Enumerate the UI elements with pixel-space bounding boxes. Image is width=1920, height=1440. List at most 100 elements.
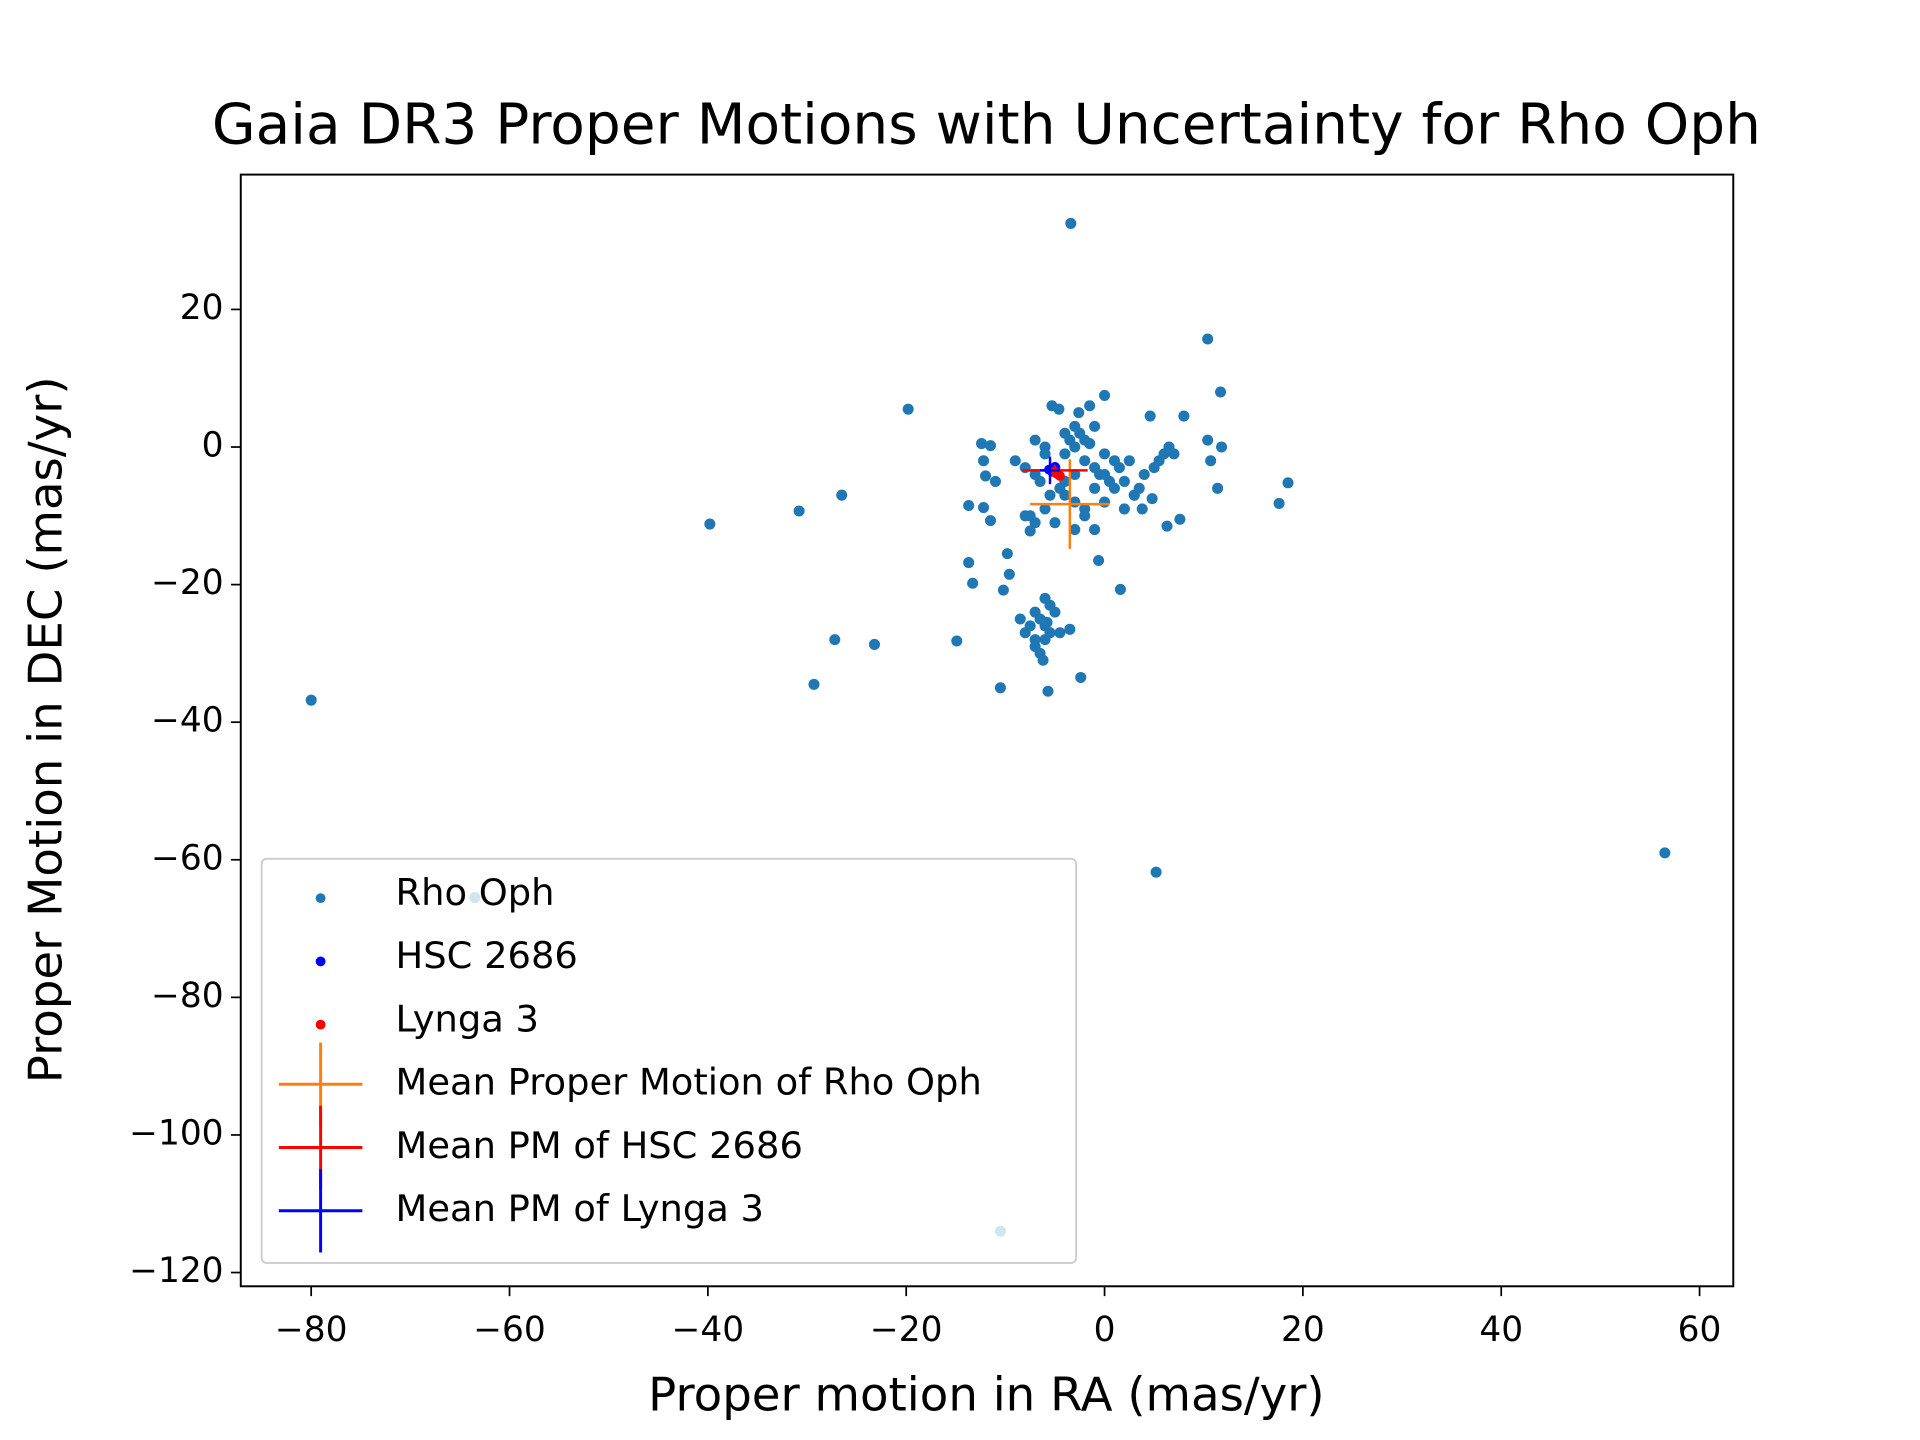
x-tick-label: −80 bbox=[275, 1310, 348, 1350]
point bbox=[1133, 482, 1145, 494]
point bbox=[1075, 671, 1087, 683]
point bbox=[1034, 475, 1046, 487]
point bbox=[1174, 513, 1186, 525]
point bbox=[978, 455, 990, 467]
x-tick-label: 40 bbox=[1479, 1310, 1523, 1350]
point bbox=[1215, 386, 1227, 398]
point bbox=[1123, 455, 1135, 467]
point bbox=[1099, 389, 1111, 401]
point bbox=[984, 440, 997, 452]
point bbox=[1065, 217, 1077, 229]
point bbox=[989, 475, 1001, 487]
point bbox=[1024, 510, 1036, 522]
point bbox=[868, 638, 880, 650]
point bbox=[1059, 427, 1071, 439]
point bbox=[1205, 455, 1217, 467]
point bbox=[305, 694, 317, 706]
point bbox=[1054, 627, 1066, 639]
x-tick-label: −20 bbox=[870, 1310, 943, 1350]
point bbox=[1659, 847, 1671, 859]
y-tick-label: −120 bbox=[129, 1251, 223, 1291]
point bbox=[1089, 420, 1101, 432]
point bbox=[808, 678, 820, 690]
point bbox=[1093, 554, 1105, 567]
x-tick-label: −60 bbox=[473, 1310, 546, 1350]
point bbox=[902, 403, 914, 415]
point bbox=[1073, 407, 1085, 419]
legend: Rho Oph HSC 2686 Lynga 3 Mean Proper Motion… bbox=[260, 857, 1078, 1264]
point bbox=[1029, 634, 1041, 646]
point bbox=[1042, 685, 1054, 697]
y-axis-label: Proper Motion in DEC (mas/yr) bbox=[20, 376, 74, 1083]
point bbox=[1118, 503, 1130, 515]
point bbox=[963, 557, 975, 569]
point bbox=[1059, 448, 1071, 460]
point bbox=[1150, 866, 1162, 878]
point bbox=[1114, 583, 1126, 595]
point bbox=[1049, 517, 1061, 529]
point bbox=[967, 577, 979, 589]
point bbox=[1039, 441, 1051, 453]
point bbox=[1273, 497, 1285, 509]
point bbox=[1212, 482, 1224, 494]
point bbox=[1216, 441, 1228, 453]
legend-swatch bbox=[315, 893, 326, 904]
point bbox=[963, 499, 975, 512]
point bbox=[1039, 634, 1051, 646]
x-axis-label: Proper motion in RA (mas/yr) bbox=[648, 1369, 1324, 1423]
point bbox=[1079, 455, 1091, 467]
point bbox=[1001, 548, 1013, 560]
point bbox=[1202, 333, 1214, 345]
y-tick-label: −80 bbox=[151, 976, 224, 1016]
point bbox=[980, 470, 992, 482]
legend-swatch bbox=[315, 956, 326, 967]
point bbox=[951, 635, 963, 647]
y-tick-label: −40 bbox=[151, 701, 224, 741]
legend-label: HSC 2686 bbox=[396, 934, 578, 977]
y-tick-label: −100 bbox=[129, 1113, 223, 1153]
point bbox=[976, 438, 988, 450]
point bbox=[1019, 627, 1031, 639]
point bbox=[1084, 400, 1096, 412]
point bbox=[978, 502, 990, 514]
point bbox=[836, 489, 848, 501]
point bbox=[1099, 469, 1111, 481]
point bbox=[1039, 592, 1051, 604]
legend-label: Rho Oph bbox=[396, 871, 555, 914]
y-tick-label: −60 bbox=[151, 838, 224, 878]
point bbox=[704, 518, 716, 530]
legend-swatch bbox=[315, 1019, 326, 1030]
point bbox=[1161, 520, 1173, 532]
point bbox=[1153, 455, 1165, 467]
point bbox=[1118, 475, 1130, 487]
point bbox=[1069, 524, 1081, 536]
point bbox=[793, 505, 805, 517]
point bbox=[1089, 524, 1101, 536]
point bbox=[1168, 448, 1180, 460]
chart-title: Gaia DR3 Proper Motions with Uncertainty… bbox=[212, 93, 1761, 158]
point bbox=[1055, 470, 1065, 481]
point bbox=[1069, 420, 1081, 432]
x-tick-label: −40 bbox=[672, 1310, 745, 1350]
point bbox=[1009, 455, 1021, 467]
point bbox=[829, 634, 841, 646]
point bbox=[984, 515, 997, 527]
legend-box bbox=[260, 857, 1078, 1264]
point bbox=[1136, 503, 1148, 515]
point bbox=[1059, 489, 1071, 501]
point bbox=[1044, 489, 1056, 501]
point bbox=[1064, 623, 1076, 635]
legend-label: Mean Proper Motion of Rho Oph bbox=[396, 1061, 982, 1104]
x-tick-label: 20 bbox=[1281, 1310, 1325, 1350]
point bbox=[1178, 410, 1190, 422]
y-tick-label: −20 bbox=[151, 563, 224, 603]
point bbox=[1099, 448, 1111, 460]
point bbox=[1202, 434, 1214, 446]
plot-area bbox=[305, 217, 1671, 1237]
x-tick-label: 60 bbox=[1678, 1310, 1722, 1350]
point bbox=[1282, 477, 1294, 489]
legend-label: Lynga 3 bbox=[396, 997, 539, 1040]
point bbox=[994, 682, 1006, 694]
legend-label: Mean PM of HSC 2686 bbox=[396, 1124, 803, 1167]
